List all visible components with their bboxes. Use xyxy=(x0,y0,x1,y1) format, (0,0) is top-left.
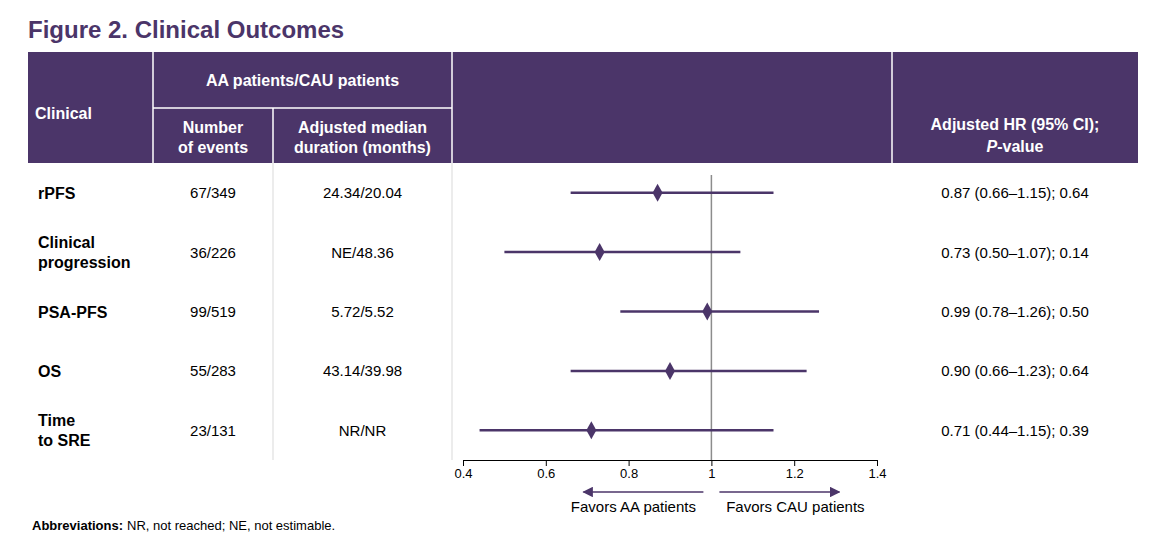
text-line: progression xyxy=(38,254,130,271)
row-label: Clinical progression xyxy=(38,234,130,271)
text-line: duration (months) xyxy=(294,139,431,156)
footnote-text: NR, not reached; NE, not estimable. xyxy=(127,518,335,533)
tick: 0.8 xyxy=(620,460,638,481)
header-separator xyxy=(891,52,893,163)
title: Figure 2. Clinical Outcomes xyxy=(28,16,344,43)
ci-line xyxy=(571,191,774,194)
text-part: -value xyxy=(997,138,1043,155)
row-label: OS xyxy=(38,362,61,379)
text-line: Number xyxy=(183,119,243,136)
header-text: P-value xyxy=(987,138,1044,155)
footnote: Abbreviations: NR, not reached; NE, not e… xyxy=(32,518,335,533)
header-text: Clinical xyxy=(35,105,92,122)
events-cell: 36/226 xyxy=(190,244,236,261)
median-cell: 5.72/5.52 xyxy=(331,303,394,320)
chart: Figure 2. Clinical Outcomes Clinical AA pa… xyxy=(0,0,1156,560)
annotation: Favors AA patients xyxy=(571,498,696,515)
tick-mark xyxy=(629,460,630,466)
point-estimate xyxy=(586,421,596,439)
arrow xyxy=(583,491,703,493)
footnote-label: Abbreviations: xyxy=(32,518,123,533)
reference-line xyxy=(711,175,713,460)
hr-label: 0.71 (0.44–1.15); 0.39 xyxy=(941,422,1089,439)
tick-label: 1.2 xyxy=(786,466,804,481)
median-cell: NR/NR xyxy=(339,422,387,439)
events-cell: 55/283 xyxy=(190,362,236,379)
tick: 0.6 xyxy=(537,460,555,481)
point-estimate xyxy=(595,243,605,261)
tick-mark xyxy=(794,460,795,466)
tick: 1 xyxy=(708,460,715,481)
tick-label: 1.4 xyxy=(868,466,886,481)
arrow xyxy=(719,491,839,493)
x-axis: 0.4 0.6 0.8 1 1.2 1.4 xyxy=(454,460,886,481)
tick-label: 0.4 xyxy=(454,466,472,481)
tick-label: 0.6 xyxy=(537,466,555,481)
text-line: Adjusted median xyxy=(298,119,427,136)
header-separator xyxy=(272,108,274,163)
hr-label: 0.99 (0.78–1.26); 0.50 xyxy=(941,303,1089,320)
ci-line xyxy=(504,251,740,254)
text-line: of events xyxy=(178,139,248,156)
row-label: PSA-PFS xyxy=(38,303,108,320)
axis-line xyxy=(464,461,878,467)
point-estimate xyxy=(653,184,663,202)
text-line: to SRE xyxy=(38,432,91,449)
events-cell: 99/519 xyxy=(190,303,236,320)
tick-mark xyxy=(546,460,547,466)
header-separator xyxy=(153,107,452,109)
ci-line xyxy=(480,429,774,432)
tick-mark xyxy=(463,460,464,466)
point-estimate xyxy=(665,362,675,380)
median-cell: 43.14/39.98 xyxy=(323,362,402,379)
tick-mark xyxy=(877,460,878,466)
tick: 1.4 xyxy=(868,460,886,481)
column-separator xyxy=(273,163,274,460)
text-line: rPFS xyxy=(38,184,76,201)
text-line: Clinical xyxy=(38,234,95,251)
annotation: Favors CAU patients xyxy=(726,498,864,515)
plot-area xyxy=(480,184,819,440)
text-line: PSA-PFS xyxy=(38,303,108,320)
text-line: Time xyxy=(38,412,75,429)
header-text: Adjusted HR (95% CI); xyxy=(931,116,1100,133)
tick-label: 1 xyxy=(708,466,715,481)
events-cell: 67/349 xyxy=(190,184,236,201)
row-label: rPFS xyxy=(38,184,76,201)
text-line: OS xyxy=(38,362,61,379)
ci-line xyxy=(620,310,819,313)
median-cell: NE/48.36 xyxy=(331,244,394,261)
header-text: Number of events xyxy=(178,119,248,156)
tick: 1.2 xyxy=(786,460,804,481)
tick-label: 0.8 xyxy=(620,466,638,481)
ci-line xyxy=(571,370,807,373)
tick-mark xyxy=(711,460,712,466)
text-part: P xyxy=(987,138,998,155)
median-cell: 24.34/20.04 xyxy=(323,184,402,201)
hr-label: 0.73 (0.50–1.07); 0.14 xyxy=(941,244,1089,261)
events-cell: 23/131 xyxy=(190,422,236,439)
header-text: Adjusted median duration (months) xyxy=(294,119,431,156)
header-background xyxy=(28,52,1138,163)
point-estimate xyxy=(702,303,712,321)
row-label: Time to SRE xyxy=(38,412,91,449)
header-text: AA patients/CAU patients xyxy=(206,72,399,89)
hr-label: 0.87 (0.66–1.15); 0.64 xyxy=(941,184,1089,201)
tick: 0.4 xyxy=(454,460,472,481)
column-separator xyxy=(452,163,453,460)
hr-label: 0.90 (0.66–1.23); 0.64 xyxy=(941,362,1089,379)
